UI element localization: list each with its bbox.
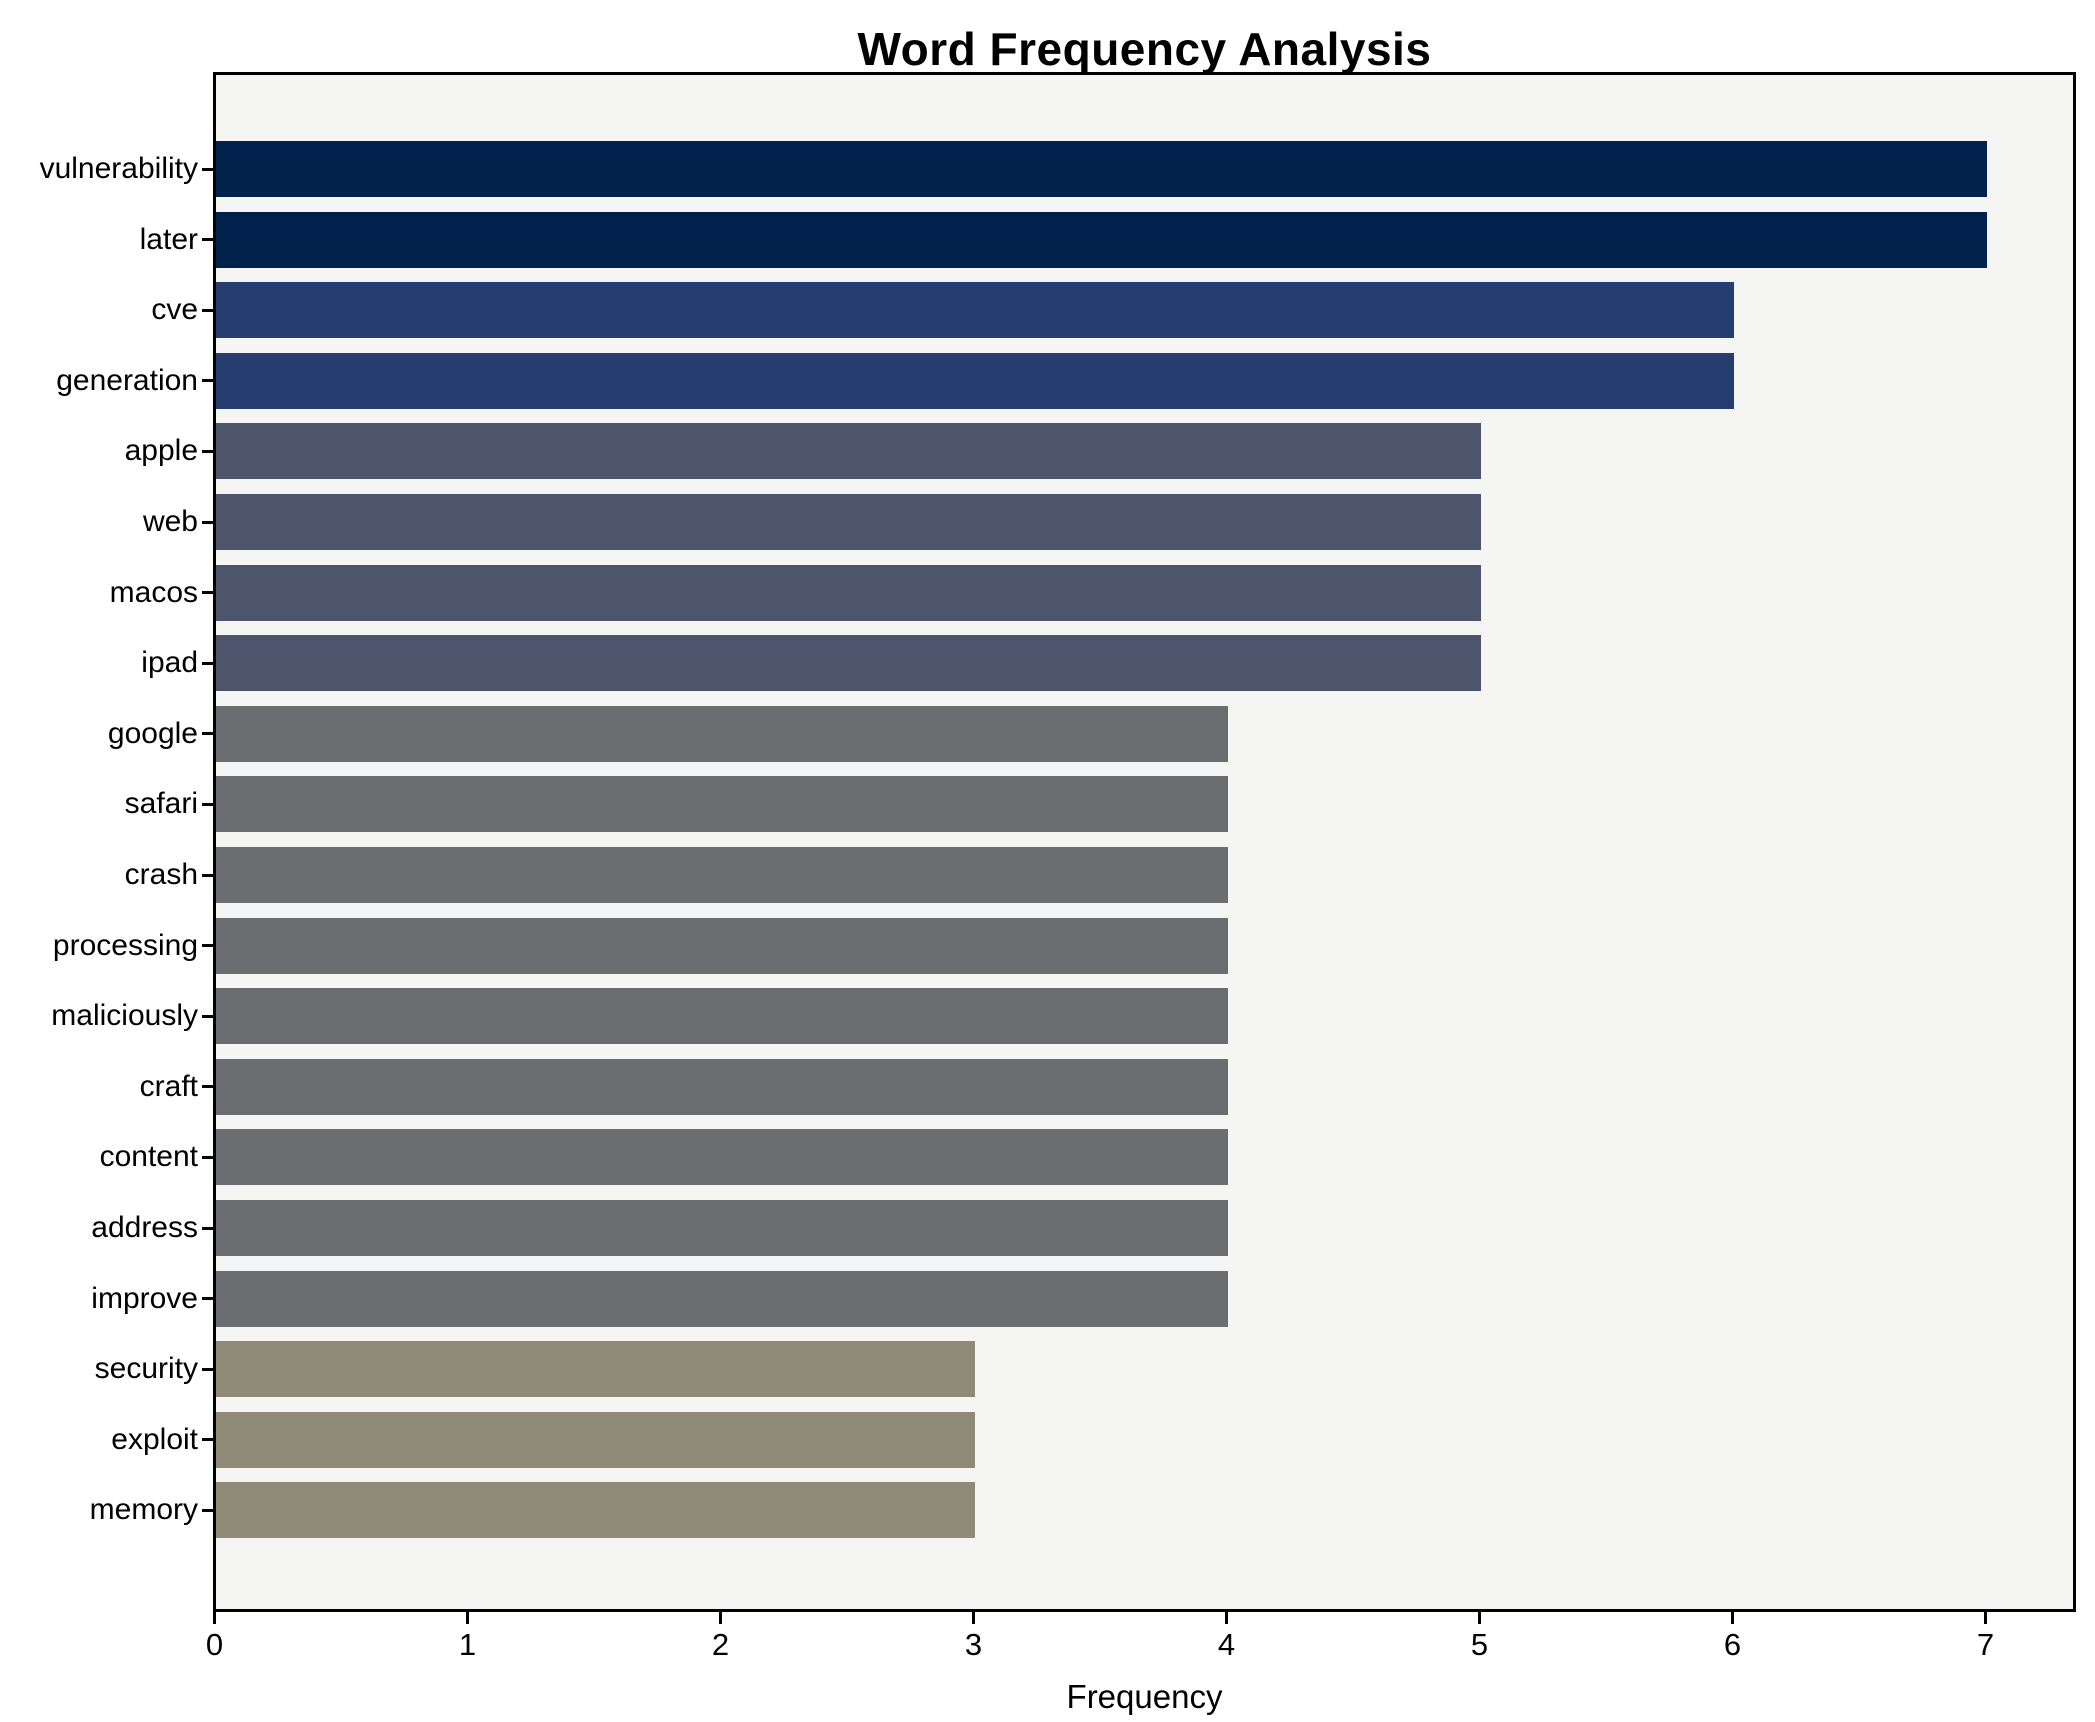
x-tick-mark	[1225, 1612, 1228, 1624]
y-tick-label: processing	[52, 928, 198, 962]
x-tick-mark	[1478, 1612, 1481, 1624]
y-tick-mark	[202, 379, 213, 383]
bar	[216, 423, 1481, 480]
y-tick-label: vulnerability	[39, 152, 198, 185]
y-tick-label: content	[99, 1140, 198, 1174]
y-tick-mark	[202, 1297, 213, 1301]
y-tick-label: security	[94, 1352, 198, 1386]
y-tick-label: google	[107, 716, 198, 750]
y-tick-mark	[202, 661, 213, 665]
bar	[216, 282, 1734, 339]
bar	[216, 917, 1228, 974]
x-tick-mark	[213, 1612, 216, 1624]
x-tick-label: 2	[711, 1627, 730, 1662]
y-tick-label: later	[139, 222, 198, 256]
y-tick-mark	[202, 1367, 213, 1371]
bar	[216, 494, 1481, 550]
y-tick-mark	[202, 944, 213, 948]
y-tick-mark	[202, 873, 213, 877]
y-tick-mark	[202, 591, 213, 595]
y-tick-label: generation	[56, 363, 198, 397]
x-tick-label: 6	[1723, 1627, 1742, 1662]
y-tick-mark	[202, 308, 213, 312]
bar	[216, 1482, 975, 1539]
x-tick-label: 4	[1217, 1627, 1236, 1662]
y-tick-label: apple	[124, 434, 198, 468]
x-tick-mark	[719, 1612, 722, 1624]
bar	[216, 1200, 1228, 1256]
y-tick-mark	[202, 238, 213, 242]
bar	[216, 847, 1228, 903]
bar	[216, 1058, 1228, 1115]
bar	[216, 1270, 1228, 1327]
y-tick-mark	[202, 1014, 213, 1018]
x-tick-mark	[972, 1612, 975, 1624]
bars-layer	[216, 75, 2073, 1609]
y-tick-mark	[202, 1508, 213, 1512]
y-tick-label: address	[91, 1211, 198, 1244]
y-tick-label: macos	[109, 575, 198, 609]
y-tick-label: memory	[89, 1493, 198, 1527]
y-tick-label: safari	[124, 787, 198, 821]
x-axis-label: Frequency	[1066, 1678, 1223, 1715]
bar	[216, 988, 1228, 1045]
y-tick-label: ipad	[141, 646, 198, 680]
bar	[216, 705, 1228, 762]
y-tick-mark	[202, 1226, 213, 1230]
bar	[216, 635, 1481, 692]
x-tick-label: 0	[205, 1627, 224, 1662]
y-tick-mark	[202, 449, 213, 453]
y-tick-label: exploit	[111, 1422, 198, 1456]
bar	[216, 1341, 975, 1398]
x-tick-label: 5	[1470, 1627, 1489, 1662]
x-tick-mark	[1731, 1612, 1734, 1624]
y-tick-label: web	[142, 505, 198, 538]
x-tick-mark	[466, 1612, 469, 1624]
bar	[216, 564, 1481, 621]
bar	[216, 1411, 975, 1468]
x-tick-label: 1	[458, 1627, 477, 1662]
y-tick-mark	[202, 1438, 213, 1442]
x-tick-label: 7	[1976, 1627, 1995, 1662]
bar	[216, 211, 1987, 268]
y-tick-label: maliciously	[51, 999, 198, 1033]
y-tick-label: improve	[91, 1281, 198, 1315]
y-tick-label: crash	[124, 858, 198, 891]
bar	[216, 776, 1228, 833]
plot-area	[213, 72, 2076, 1612]
y-tick-mark	[202, 167, 213, 171]
y-tick-mark	[202, 520, 213, 524]
x-tick-mark	[1984, 1612, 1987, 1624]
bar	[216, 352, 1734, 409]
y-tick-label: cve	[151, 293, 198, 327]
x-tick-label: 3	[964, 1627, 983, 1662]
bar	[216, 141, 1987, 197]
y-tick-mark	[202, 1155, 213, 1159]
bar	[216, 1129, 1228, 1186]
chart-title: Word Frequency Analysis	[857, 23, 1432, 75]
y-tick-mark	[202, 732, 213, 736]
y-tick-mark	[202, 802, 213, 806]
y-tick-label: craft	[139, 1069, 198, 1103]
y-tick-mark	[202, 1085, 213, 1089]
